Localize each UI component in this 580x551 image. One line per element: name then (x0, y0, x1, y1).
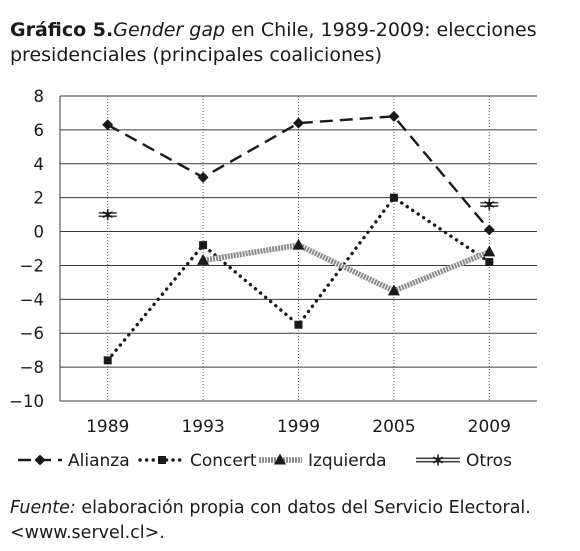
series-izquierda (197, 238, 496, 296)
legend-item-izquierda: Izquierda (258, 451, 387, 471)
point-otros (484, 198, 495, 210)
point-alianza (483, 224, 495, 236)
series-concert (103, 193, 494, 365)
y-tick-label: −8 (20, 358, 44, 377)
x-tick-label: 2009 (468, 417, 511, 437)
y-tick-label: 8 (34, 87, 45, 106)
series-line-izquierda (202, 242, 491, 294)
chart-title-rest: en Chile, 1989-2009: elecciones presiden… (10, 19, 537, 66)
point-concert (199, 241, 208, 250)
x-tick-label: 1993 (181, 417, 224, 437)
point-concert (389, 193, 398, 202)
star-stroke (102, 211, 113, 219)
y-tick-label: −6 (20, 324, 44, 343)
series-line-alianza (107, 115, 491, 231)
source-text: elaboración propia con datos del Servici… (10, 498, 531, 543)
x-tick-label: 1999 (277, 417, 320, 437)
y-tick-label: 4 (34, 155, 45, 174)
point-alianza (102, 119, 114, 131)
point-alianza (388, 110, 400, 122)
legend-label-concert: Concert (190, 451, 257, 471)
y-tick-label: 0 (34, 223, 45, 242)
legend-label-izquierda: Izquierda (308, 451, 387, 471)
legend: Alianza Concert Izquierda Otros (18, 451, 512, 471)
series-alianza (102, 110, 495, 236)
legend-marker-concert (158, 456, 166, 464)
legend-label-otros: Otros (466, 451, 512, 471)
point-izquierda (387, 284, 400, 296)
source-note: Fuente: elaboración propia con datos del… (10, 496, 575, 546)
point-izquierda (483, 245, 496, 257)
point-izquierda (197, 253, 210, 265)
point-concert (294, 320, 303, 329)
x-axis-tick-labels: 1989 1993 1999 2005 2009 (86, 417, 511, 437)
legend-item-otros: Otros (416, 451, 512, 471)
point-otros (102, 209, 113, 221)
series-otros (98, 198, 499, 221)
legend-item-alianza: Alianza (18, 451, 130, 471)
y-tick-label: −2 (20, 256, 44, 275)
chart-title-lead: Gráfico 5. (10, 19, 114, 41)
series-line-izquierda (202, 242, 491, 294)
point-alianza (293, 117, 304, 129)
chart-title: Gráfico 5.Gender gap en Chile, 1989-2009… (10, 18, 570, 68)
chart-title-italic: Gender gap (113, 19, 226, 41)
point-alianza (197, 171, 209, 183)
star-stroke (432, 456, 444, 464)
source-label: Fuente: (10, 498, 76, 518)
series-line-concert (106, 195, 491, 363)
legend-label-alianza: Alianza (68, 451, 130, 471)
legend-marker-otros (432, 454, 444, 466)
y-tick-label: 6 (34, 121, 45, 140)
x-tick-label: 2005 (372, 417, 415, 437)
y-tick-label: −10 (9, 392, 44, 411)
legend-marker-alianza (34, 454, 46, 466)
legend-marker-izquierda (274, 453, 286, 465)
y-axis-tick-labels: 8 6 4 2 0 −2 −4 −6 −8 −10 (9, 87, 44, 411)
star-stroke (484, 201, 495, 208)
y-tick-label: −4 (20, 290, 44, 309)
point-concert (103, 356, 112, 365)
series-group (98, 110, 499, 365)
point-concert (485, 258, 494, 267)
y-tick-label: 2 (34, 189, 45, 208)
point-izquierda (292, 238, 305, 250)
legend-item-concert: Concert (138, 451, 257, 471)
x-tick-label: 1989 (86, 417, 129, 437)
